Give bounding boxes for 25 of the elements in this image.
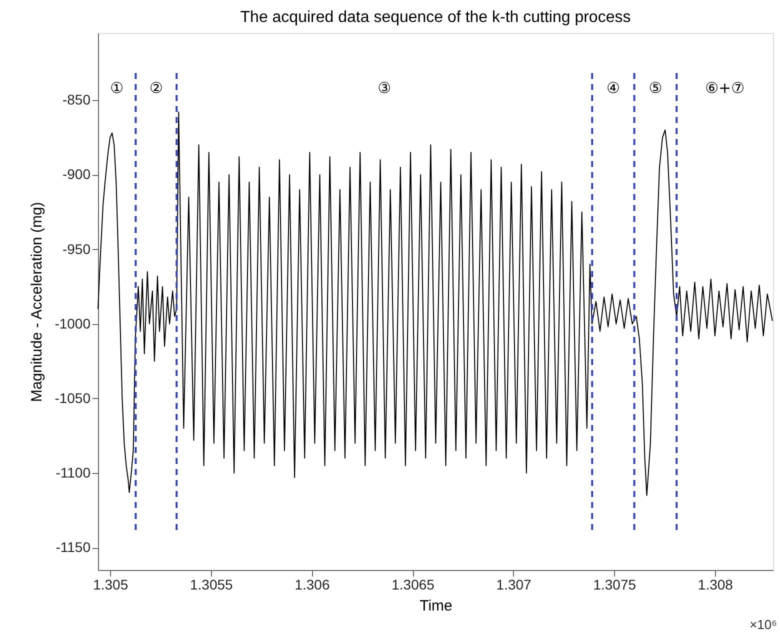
y-tick-label: -850 [62,92,91,108]
annotation: ⑥+⑦ [705,79,745,97]
annotation: ③ [378,79,392,97]
annotation: ⑤ [648,79,662,97]
x-axis-title: Time [420,598,452,614]
text: ×10⁶ [750,617,777,632]
annotation: ① [110,79,124,97]
annotation: ② [149,79,163,97]
x-tick-label: 1.307 [496,576,532,592]
annotation: ④ [606,79,620,97]
x-tick-label: 1.308 [698,576,734,592]
y-tick-label: -1150 [56,539,91,556]
x-tick-label: 1.306 [294,576,330,592]
x-tick-label: 1.3065 [392,576,435,592]
y-tick-label: -950 [62,240,91,257]
x-tick-label: 1.305 [93,576,128,592]
y-tick-label: -1100 [56,464,91,481]
y-axis-title: Magnitude - Acceleration (mg) [28,202,46,402]
line-series [98,112,773,496]
x-tick-label: 1.3075 [593,576,636,592]
y-tick-label: -1050 [54,390,91,406]
x-tick-label: 1.3055 [190,576,234,592]
y-tick-label: -1000 [54,315,91,332]
y-tick-label: -900 [62,166,91,182]
chart-title: The acquired data sequence of the k-th cutting process [240,9,631,26]
